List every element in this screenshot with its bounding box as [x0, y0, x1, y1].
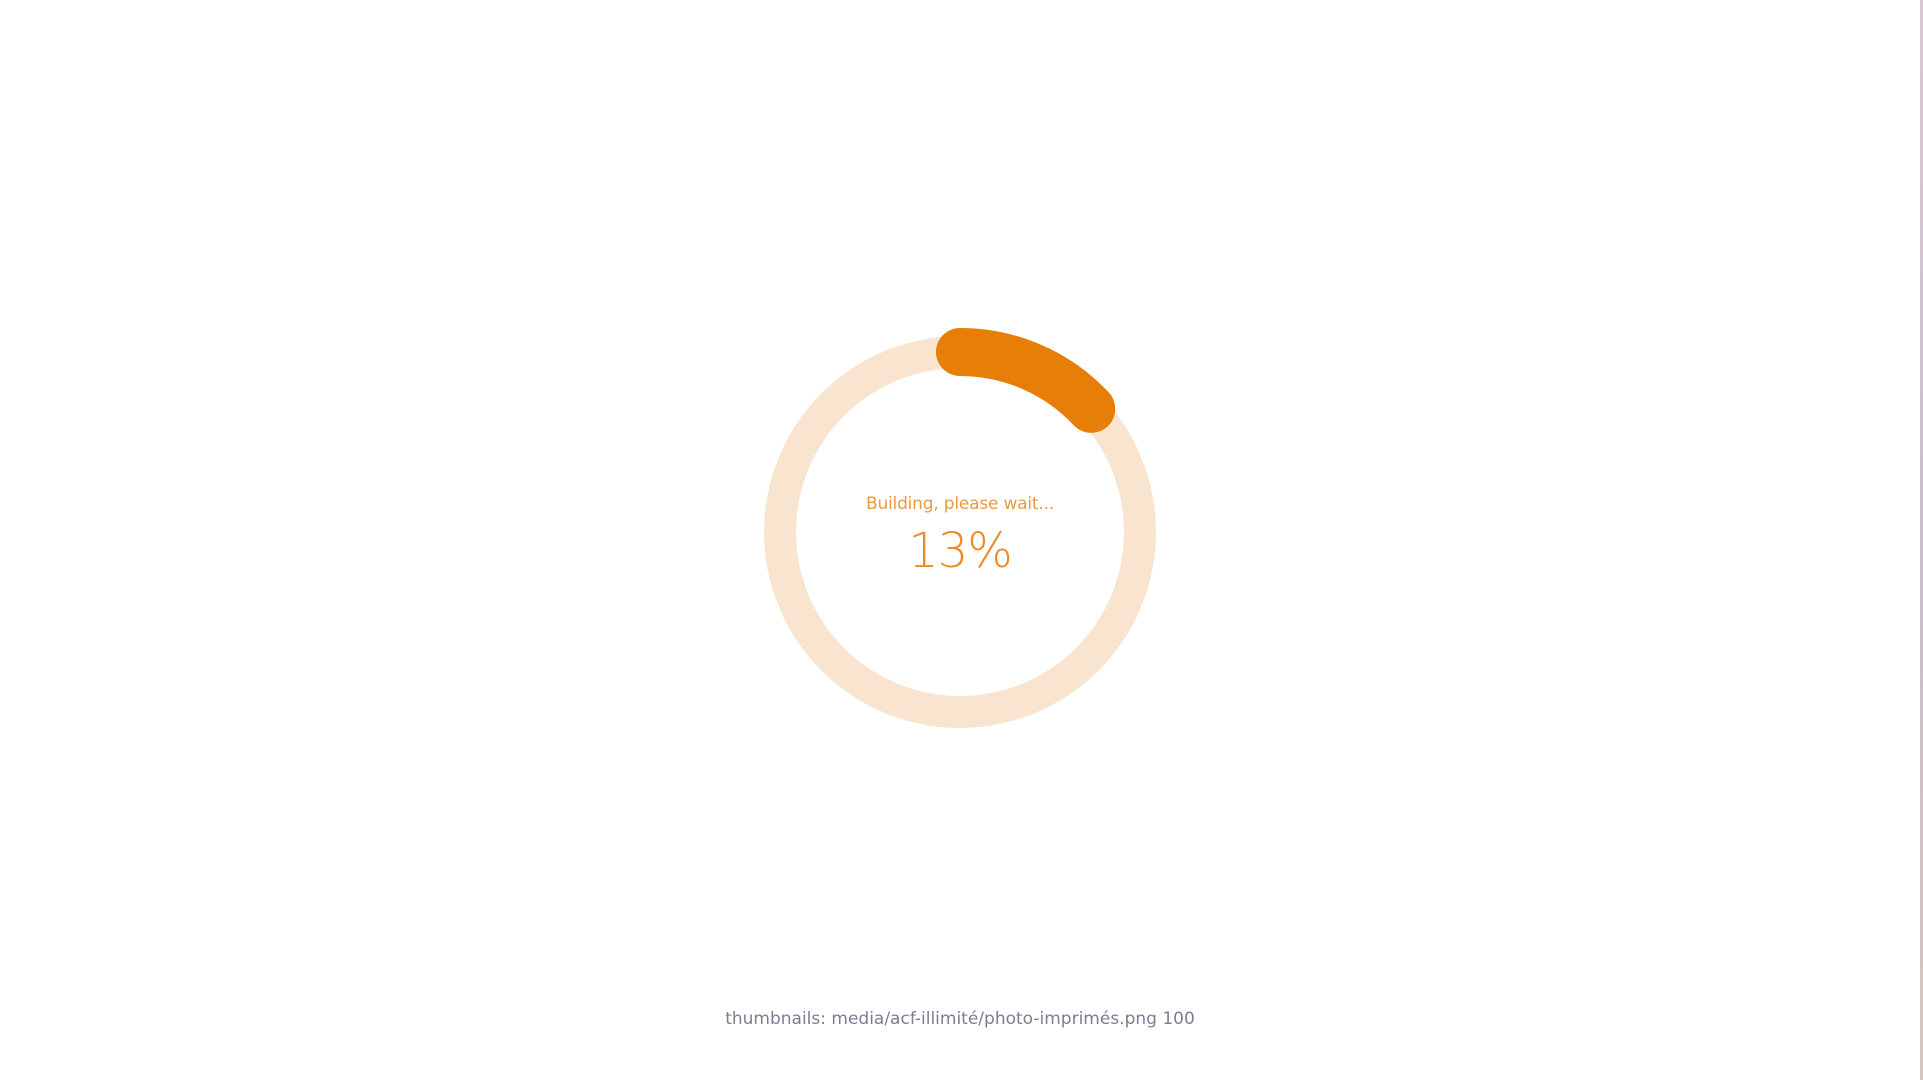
progress-ring-fill	[756, 328, 1164, 736]
progress-label: Building, please wait...	[865, 494, 1054, 514]
progress-percent: 13%	[908, 523, 1013, 579]
build-progress-indicator: Building, please wait... 13%	[756, 328, 1164, 736]
progress-ring	[756, 328, 1164, 736]
window-edge	[1920, 0, 1923, 1080]
build-status-text: thumbnails: media/acf-illimité/photo-imp…	[725, 1009, 1195, 1029]
